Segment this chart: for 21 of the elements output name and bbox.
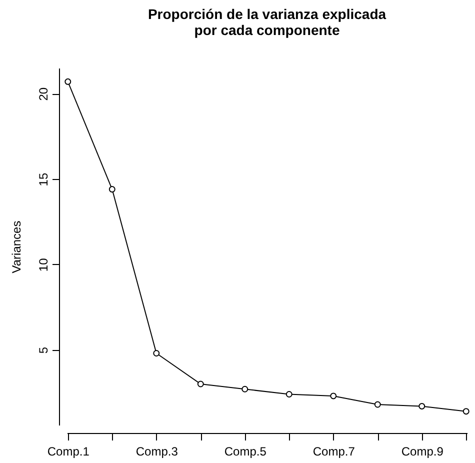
point [153,350,160,356]
x-tick-label: Comp.5 [224,444,267,458]
x-tick-label: Comp.1 [47,444,90,458]
point [418,402,426,410]
point [64,78,72,85]
x-tick-label: Comp.3 [136,444,178,458]
point [330,392,337,400]
point [462,408,470,415]
point [197,380,204,388]
y-axis-title: Variances [10,220,24,274]
chart-title: Proporción de la varianza explicada por cada componente [148,6,386,38]
point [286,391,292,398]
point [374,401,381,408]
y-tick-label: 10 [36,258,50,272]
point [108,186,116,193]
point [242,386,248,392]
x-tick-label: Comp.7 [312,444,356,458]
y-tick-label: 20 [36,87,50,101]
x-tick-label: Comp.9 [401,444,444,458]
y-tick-label: 15 [36,172,50,186]
y-tick-label: 5 [36,346,50,354]
